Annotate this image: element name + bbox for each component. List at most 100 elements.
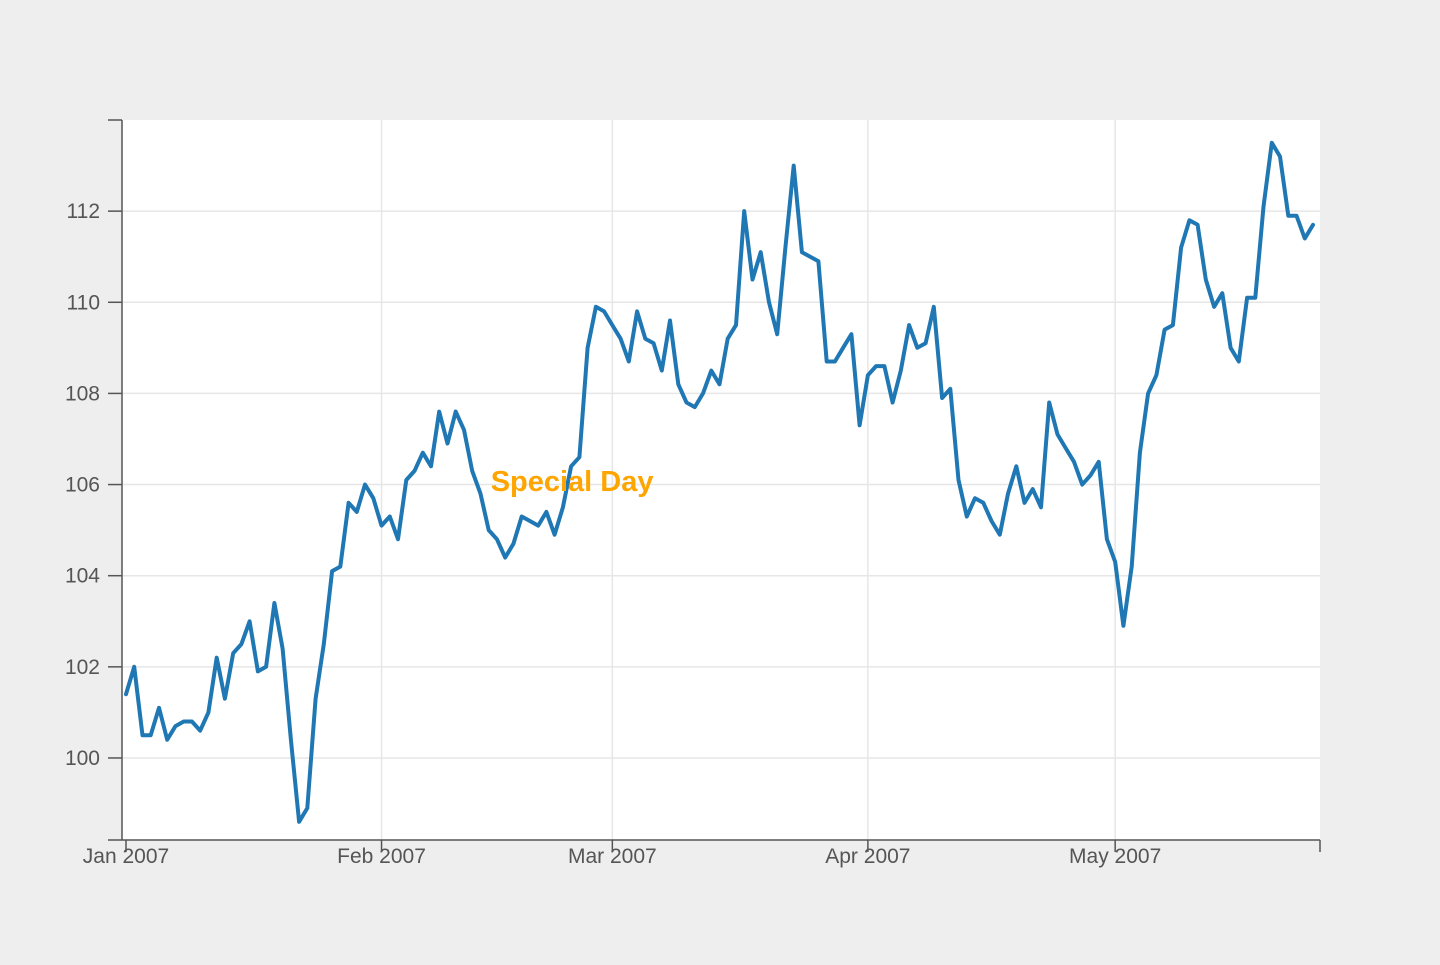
data-point [849, 332, 853, 336]
data-point [330, 569, 334, 573]
data-point [289, 738, 293, 742]
data-point [990, 519, 994, 523]
data-point [1196, 223, 1200, 227]
data-point [1031, 487, 1035, 491]
data-point [1113, 560, 1117, 564]
y-tick-label: 104 [65, 565, 100, 588]
plot-background [122, 120, 1320, 840]
data-point [701, 391, 705, 395]
data-point [1047, 401, 1051, 405]
data-point [380, 524, 384, 528]
data-point [619, 337, 623, 341]
data-point [1130, 565, 1134, 569]
data-point [693, 405, 697, 409]
data-point [841, 346, 845, 350]
data-point [965, 515, 969, 519]
x-tick-label: Mar 2007 [568, 845, 657, 868]
data-point [1138, 451, 1142, 455]
data-point [528, 519, 532, 523]
data-point [685, 401, 689, 405]
data-point [1006, 492, 1010, 496]
data-point [479, 492, 483, 496]
data-point [272, 601, 276, 605]
y-tick-label: 110 [67, 291, 100, 314]
y-tick-label: 100 [65, 747, 100, 770]
data-point [602, 309, 606, 313]
data-point [124, 692, 128, 696]
data-point [1097, 460, 1101, 464]
data-point [1286, 214, 1290, 218]
data-point [882, 364, 886, 368]
data-point [767, 300, 771, 304]
data-point [751, 278, 755, 282]
tick-labels: 100 102 104 106 108 110 112 Jan 2007 Feb 2007 Mar… [65, 200, 1161, 868]
data-point [825, 360, 829, 364]
data-point [643, 337, 647, 341]
data-point [635, 309, 639, 313]
data-point [1237, 360, 1241, 364]
data-point [1154, 373, 1158, 377]
x-tick-label: Jan 2007 [83, 845, 169, 868]
data-point [215, 656, 219, 660]
y-tick-label: 108 [65, 382, 100, 405]
data-point [742, 209, 746, 213]
data-point [1295, 214, 1299, 218]
data-point [1105, 537, 1109, 541]
data-point [198, 729, 202, 733]
data-point [281, 647, 285, 651]
data-point [503, 556, 507, 560]
data-point [421, 451, 425, 455]
series-line [124, 140, 1315, 824]
data-point [1311, 223, 1315, 227]
data-point [511, 542, 515, 546]
data-point [676, 382, 680, 386]
data-point [1163, 328, 1167, 332]
data-point [948, 387, 952, 391]
data-point [718, 382, 722, 386]
data-point [1212, 305, 1216, 309]
data-point [874, 364, 878, 368]
data-point [1064, 446, 1068, 450]
data-point [470, 469, 474, 473]
data-point [709, 369, 713, 373]
data-point [1121, 624, 1125, 628]
data-point [132, 665, 136, 669]
data-point [544, 510, 548, 514]
data-point [305, 806, 309, 810]
data-point [149, 733, 153, 737]
data-point [1229, 346, 1233, 350]
data-point [1187, 218, 1191, 222]
data-point [1303, 237, 1307, 241]
data-point [355, 510, 359, 514]
data-point [808, 255, 812, 259]
data-point [1039, 505, 1043, 509]
data-point [297, 820, 301, 824]
data-point [907, 323, 911, 327]
data-point [1204, 278, 1208, 282]
data-point [264, 665, 268, 669]
data-point [1278, 155, 1282, 159]
data-point [338, 565, 342, 569]
y-tick-label: 106 [65, 474, 100, 497]
data-point [561, 505, 565, 509]
data-point [759, 250, 763, 254]
data-point [157, 706, 161, 710]
data-point [833, 360, 837, 364]
data-point [652, 341, 656, 345]
data-point [1072, 460, 1076, 464]
data-point [1080, 483, 1084, 487]
data-point [998, 533, 1002, 537]
data-point [1220, 291, 1224, 295]
data-point [775, 332, 779, 336]
data-point [586, 346, 590, 350]
data-point [594, 305, 598, 309]
data-point [347, 501, 351, 505]
data-point [924, 341, 928, 345]
y-tick-label: 102 [65, 656, 100, 679]
data-point [1146, 391, 1150, 395]
data-point [404, 478, 408, 482]
data-point [256, 669, 260, 673]
x-tick-label: Feb 2007 [337, 845, 426, 868]
data-point [429, 464, 433, 468]
